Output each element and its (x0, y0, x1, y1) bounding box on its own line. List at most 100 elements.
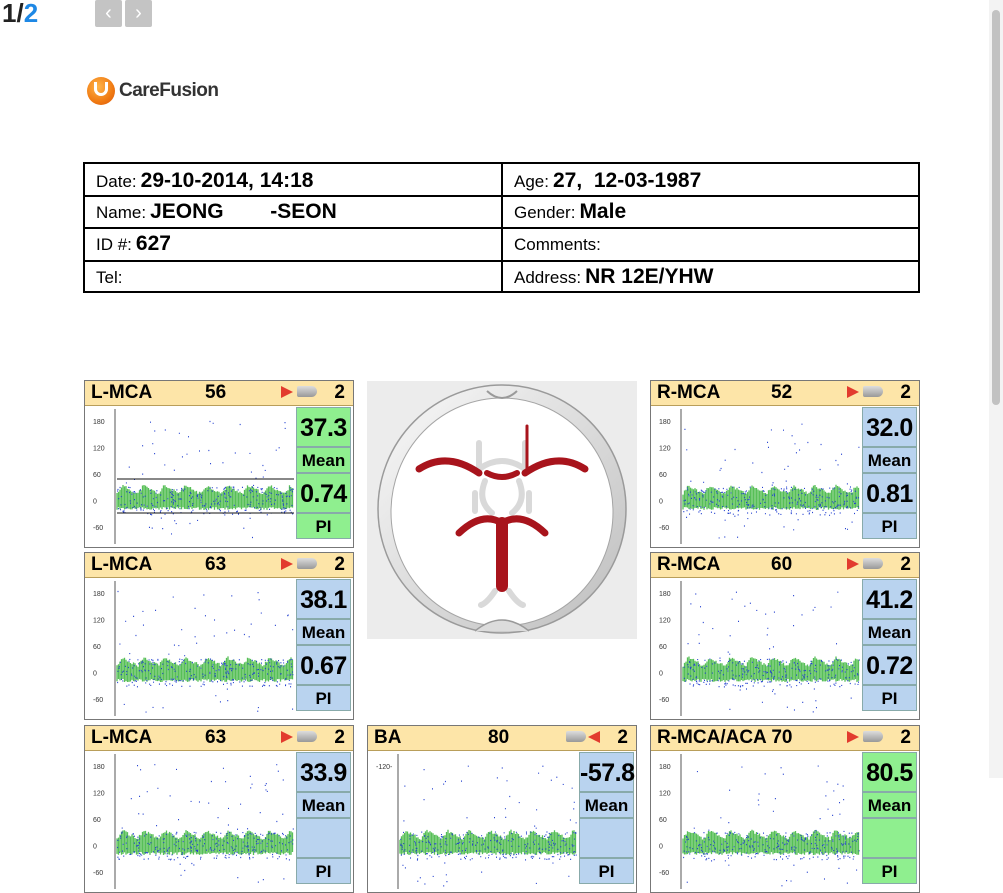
doppler-panel[interactable]: R-MCA 60 2 180 120 60 0 -60 41.2 Mean 0.72 P… (650, 552, 920, 720)
direction-arrow-icon (281, 386, 293, 398)
pi-value: 0.67 (296, 645, 351, 685)
tel-label: Tel: (96, 268, 123, 287)
gender-field: Gender: Male (514, 195, 626, 227)
mean-label: Mean (296, 619, 351, 645)
y-tick-label: 0 (93, 499, 97, 506)
pi-value (579, 818, 634, 858)
pi-value: 0.81 (862, 473, 917, 513)
pi-value: 0.74 (296, 473, 351, 513)
vessel-label: R-MCA/ACA 70 (657, 727, 793, 748)
name-label: Name: (96, 203, 147, 222)
doppler-panel[interactable]: L-MCA 56 2 180 120 60 0 -60 37.3 Mean 0.74 P… (84, 380, 354, 548)
y-tick-label: 180 (93, 591, 105, 598)
doppler-panel[interactable]: L-MCA 63 2 180 120 60 0 -60 33.9 Mean PI (84, 725, 354, 893)
tel-field: Tel: (96, 260, 126, 292)
doppler-panel[interactable]: L-MCA 63 2 180 120 60 0 -60 38.1 Mean 0.67 P… (84, 552, 354, 720)
mean-velocity-value: -57.8 (579, 752, 635, 792)
gender-label: Gender: (514, 203, 576, 222)
vessel-label: L-MCA (91, 554, 153, 575)
scrollbar-thumb[interactable] (992, 10, 1000, 405)
channel-number: 2 (900, 554, 911, 575)
y-tick-label: -60 (659, 525, 669, 532)
pi-label: PI (296, 858, 351, 884)
y-tick-label: 0 (659, 499, 663, 506)
doppler-panel[interactable]: R-MCA/ACA 70 2 180 120 60 0 -60 80.5 Mean PI (650, 725, 920, 893)
name-field: Name: JEONG -SEON (96, 195, 337, 227)
mean-label: Mean (296, 447, 351, 473)
vessel-label: L-MCA (91, 382, 153, 403)
id-label: ID #: (96, 235, 132, 254)
prev-page-button[interactable]: ‹ (95, 0, 122, 27)
vertical-scrollbar[interactable] (989, 0, 1003, 778)
address-label: Address: (514, 268, 582, 287)
measurement-values: 80.5 Mean PI (862, 752, 917, 884)
panel-header: R-MCA 52 2 (651, 381, 919, 406)
depth-value: 56 (205, 382, 227, 403)
y-tick-label: -60 (93, 697, 103, 704)
direction-arrow-icon (847, 731, 859, 743)
direction-arrow-icon (847, 386, 859, 398)
mean-velocity-value: 41.2 (862, 579, 917, 619)
probe-icon (297, 386, 317, 397)
address-value: NR 12E/YHW (585, 265, 714, 288)
vessel-label: L-MCA (91, 727, 153, 748)
y-tick-label: -120- (376, 764, 393, 771)
y-tick-label: -60 (659, 870, 669, 877)
measurement-values: 32.0 Mean 0.81 PI (862, 407, 917, 539)
depth-value: 63 (205, 554, 227, 575)
name-value: JEONG -SEON (150, 200, 337, 223)
y-tick-label: 60 (93, 472, 101, 479)
probe-icon (297, 731, 317, 742)
y-tick-label: 180 (659, 591, 671, 598)
y-tick-label: 60 (659, 817, 667, 824)
panel-header: R-MCA/ACA 70 2 (651, 726, 919, 751)
measurement-values: 37.3 Mean 0.74 PI (296, 407, 351, 539)
y-tick-label: 60 (659, 644, 667, 651)
measurement-values: -57.8 Mean PI (579, 752, 635, 884)
date-value: 29-10-2014, 14:18 (140, 169, 314, 192)
logo-text: CareFusion (119, 80, 219, 101)
y-tick-label: -60 (93, 870, 103, 877)
age-field: Age: 27, 12-03-1987 (514, 164, 701, 196)
channel-number: 2 (617, 727, 628, 748)
pi-value (296, 818, 351, 858)
y-tick-label: 120 (659, 791, 671, 798)
doppler-spectrum-plot: -120- (376, 754, 577, 889)
y-tick-label: 120 (659, 446, 671, 453)
doppler-spectrum-plot: 180 120 60 0 -60 (93, 754, 294, 889)
date-field: Date: 29-10-2014, 14:18 (96, 164, 313, 196)
address-field: Address: NR 12E/YHW (514, 260, 713, 292)
pi-label: PI (296, 685, 351, 711)
measurement-values: 38.1 Mean 0.67 PI (296, 579, 351, 711)
y-tick-label: 120 (659, 618, 671, 625)
direction-arrow-icon (847, 558, 859, 570)
mean-label: Mean (862, 792, 917, 818)
panel-header: L-MCA 56 2 (85, 381, 353, 406)
patient-info-table: Date: 29-10-2014, 14:18 Age: 27, 12-03-198… (83, 162, 920, 293)
id-field: ID #: 627 (96, 227, 171, 259)
vessel-label: BA (374, 727, 402, 748)
doppler-panel[interactable]: R-MCA 52 2 180 120 60 0 -60 32.0 Mean 0.81 P… (650, 380, 920, 548)
doppler-spectrum-plot: 180 120 60 0 -60 (659, 754, 860, 889)
mean-velocity-value: 38.1 (296, 579, 351, 619)
pi-label: PI (862, 858, 917, 884)
probe-icon (863, 386, 883, 397)
id-value: 627 (135, 232, 171, 255)
doppler-spectrum-plot: 180 120 60 0 -60 (659, 581, 860, 716)
mean-velocity-value: 32.0 (862, 407, 917, 447)
mean-label: Mean (862, 447, 917, 473)
doppler-panel[interactable]: BA 80 2 -120- -57.8 Mean PI (367, 725, 637, 893)
doppler-spectrum-plot: 180 120 60 0 -60 (659, 409, 860, 544)
doppler-spectrum-plot: 180 120 60 0 -60 (93, 581, 294, 716)
channel-number: 2 (900, 382, 911, 403)
mean-velocity-value: 33.9 (296, 752, 351, 792)
next-page-button[interactable]: › (125, 0, 152, 27)
total-pages[interactable]: 2 (23, 0, 39, 28)
depth-value: 63 (205, 727, 227, 748)
depth-value: 60 (771, 554, 793, 575)
pi-label: PI (296, 513, 351, 539)
y-tick-label: 120 (93, 791, 105, 798)
probe-icon (863, 731, 883, 742)
y-tick-label: 180 (93, 419, 105, 426)
panel-header: R-MCA 60 2 (651, 553, 919, 578)
